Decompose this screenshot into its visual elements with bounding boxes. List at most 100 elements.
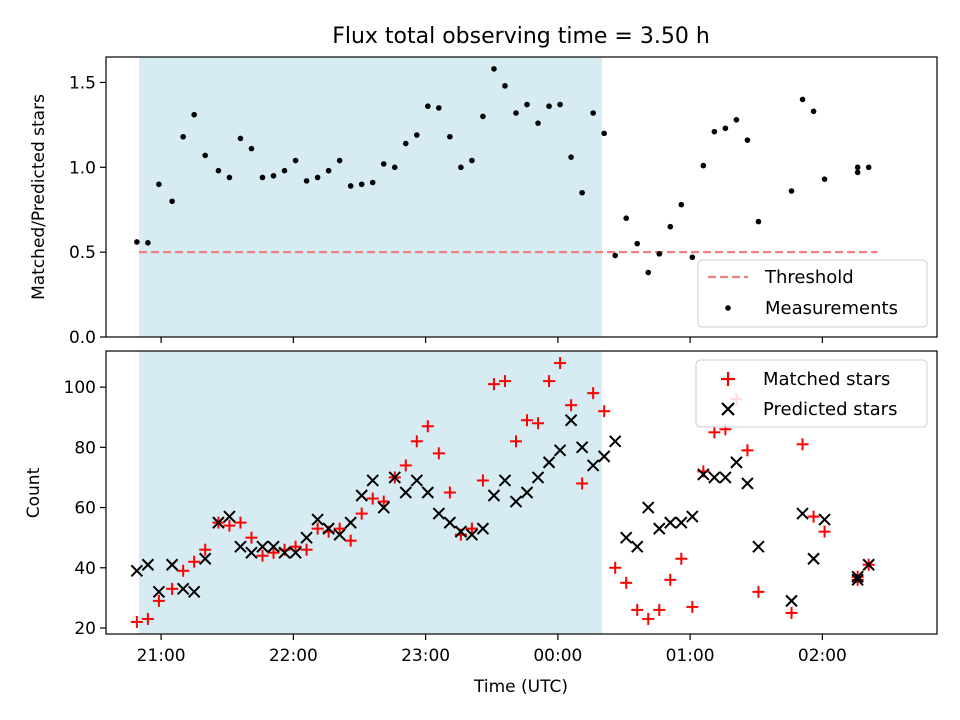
matched-star-point: [300, 543, 313, 556]
measurement-point: [667, 223, 674, 230]
matched-star-point: [675, 552, 688, 565]
predicted-star-point: [234, 540, 247, 553]
matched-star-point: [642, 612, 655, 625]
predicted-star-point: [608, 435, 622, 448]
matched-star-point: [333, 522, 346, 535]
measurement-point: [590, 110, 596, 116]
measurement-point: [612, 252, 618, 259]
top-legend-threshold-label: Threshold: [764, 267, 854, 288]
matched-star-point: [234, 516, 247, 529]
measurement-point: [645, 269, 652, 276]
measurement-point: [722, 125, 729, 132]
measurement-point: [579, 189, 585, 196]
matched-star-point: [664, 573, 677, 586]
matched-star-point: [532, 417, 545, 430]
predicted-star-point: [454, 525, 468, 538]
predicted-star-point: [509, 495, 523, 508]
measurement-point: [237, 135, 244, 142]
top-legend-measurements-label: Measurements: [765, 298, 898, 319]
matched-star-point: [487, 378, 500, 391]
matched-star-point: [587, 387, 600, 400]
measurement-point: [865, 164, 872, 171]
predicted-star-point: [465, 528, 479, 541]
measurement-point: [733, 116, 740, 123]
matched-star-point: [653, 603, 666, 616]
measurement-point: [689, 254, 696, 261]
matched-star-point: [421, 420, 434, 433]
predicted-star-point: [278, 546, 291, 559]
predicted-star-point: [631, 540, 644, 553]
top-plot-frame: [105, 56, 938, 338]
matched-star-point: [818, 525, 831, 538]
predicted-star-point: [152, 585, 166, 599]
measurement-point: [480, 113, 486, 120]
predicted-star-point: [333, 528, 346, 541]
measurement-point: [502, 83, 508, 89]
y-tick-label: 1.5: [69, 73, 96, 93]
measurement-point: [303, 178, 310, 184]
predicted-star-point: [421, 486, 435, 499]
measurement-point: [347, 183, 354, 189]
measurement-point: [436, 105, 442, 111]
predicted-star-point: [443, 516, 457, 529]
predicted-star-point: [796, 507, 809, 520]
bottom-y-ticks: 20 40 60 80 100: [64, 378, 106, 639]
y-tick-label: 100: [64, 378, 96, 398]
matched-star-point: [141, 612, 154, 625]
predicted-star-point: [564, 414, 578, 427]
predicted-star-point: [807, 552, 820, 565]
predicted-star-point: [675, 516, 688, 529]
y-tick-label: 80: [74, 438, 96, 458]
matched-star-point: [166, 582, 179, 595]
predicted-star-point: [619, 531, 633, 544]
matched-star-point: [223, 519, 236, 532]
chart-title: Flux total observing time = 3.50 h: [332, 24, 710, 49]
measurement-point: [325, 167, 332, 174]
y-tick-label: 1.0: [69, 158, 96, 178]
x-tick-label: 22:00: [269, 646, 318, 666]
predicted-star-point: [642, 501, 655, 514]
matched-star-point: [130, 615, 143, 628]
predicted-star-point: [487, 489, 501, 502]
top-legend: Threshold Measurements: [697, 259, 928, 328]
predicted-star-point: [141, 558, 155, 571]
matched-star-point: [199, 543, 212, 556]
top-shaded-span: [139, 57, 602, 337]
matched-star-point: [256, 549, 269, 562]
predicted-star-point: [176, 582, 190, 596]
predicted-star-point: [686, 510, 699, 523]
measurement-point: [546, 103, 552, 110]
predicted-star-point: [212, 516, 225, 529]
bottom-x-ticks: 21:00 22:00 23:00 00:00 01:00 02:00: [137, 634, 847, 666]
predicted-star-point: [575, 441, 589, 454]
predicted-star-point: [256, 540, 269, 553]
predicted-star-point: [289, 546, 302, 559]
predicted-star-point: [267, 540, 280, 553]
x-tick-label: 00:00: [533, 646, 582, 666]
matched-star-point: [741, 444, 754, 457]
y-tick-label: 20: [74, 619, 96, 639]
matched-star-point: [465, 522, 478, 535]
predicted-star-point: [719, 471, 732, 484]
measurement-point: [601, 130, 607, 137]
predicted-star-point: [741, 477, 754, 490]
matched-star-point: [686, 600, 699, 613]
matched-star-point: [177, 564, 190, 577]
predicted-star-point: [223, 510, 236, 523]
matched-star-point: [796, 438, 809, 451]
x-axis-label: Time (UTC): [473, 677, 568, 697]
measurement-point: [557, 101, 563, 108]
measurement-point: [810, 108, 817, 115]
measurement-point: [425, 103, 431, 110]
matched-star-point: [708, 426, 721, 439]
predicted-star-point: [432, 507, 446, 520]
measurement-point: [226, 174, 233, 181]
matched-star-point: [509, 435, 522, 448]
bottom-legend-matched-swatch: [721, 372, 735, 386]
measurement-point: [270, 172, 277, 179]
predicted-star-point: [245, 546, 258, 559]
predicted-star-point: [851, 573, 864, 587]
measurement-point: [568, 154, 574, 160]
bottom-legend-predicted-label: Predicted stars: [763, 399, 897, 420]
